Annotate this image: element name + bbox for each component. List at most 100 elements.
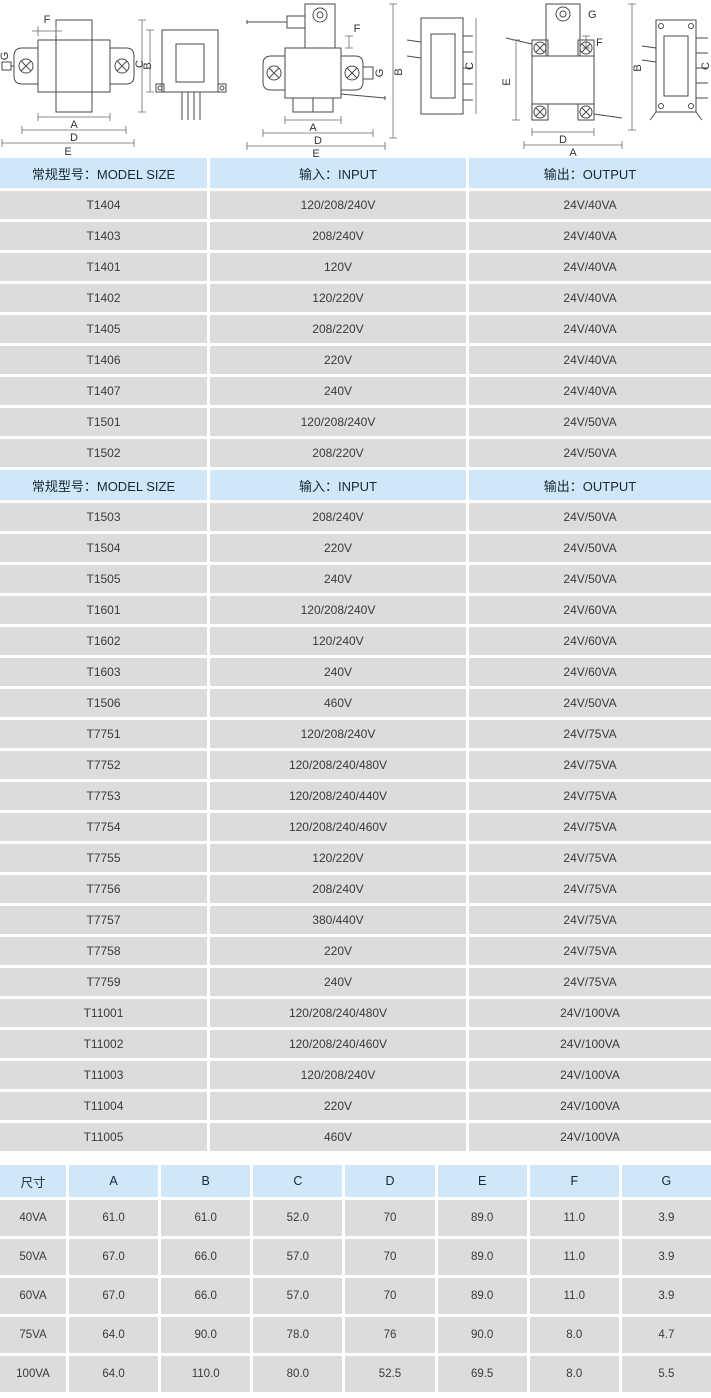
model-cell: T1502 [0, 439, 207, 467]
dim-label-f: F [596, 37, 603, 49]
dim-c-cell: 57.0 [253, 1239, 343, 1275]
model-table-row: T7751 120/208/240V 24V/75VA [0, 720, 711, 748]
output-cell: 24V/100VA [469, 999, 711, 1027]
dim-e-cell: 90.0 [437, 1317, 527, 1353]
dimension-table-header: 尺寸 A B C D E F G [0, 1165, 711, 1197]
dim-f-cell: 11.0 [529, 1278, 619, 1314]
model-table-row: T7759 240V 24V/75VA [0, 968, 711, 996]
model-cell: T11003 [0, 1061, 207, 1089]
dim-g-cell: 3.9 [621, 1200, 711, 1236]
dim-label-b: B [632, 64, 644, 71]
dim-label-c: C [464, 62, 476, 70]
output-cell: 24V/50VA [469, 408, 711, 436]
model-table-header-2: 常规型号：MODEL SIZE 输入：INPUT 输出：OUTPUT [0, 470, 711, 500]
dim-c-cell: 78.0 [253, 1317, 343, 1353]
output-cell: 24V/40VA [469, 253, 711, 281]
model-cell: T1403 [0, 222, 207, 250]
model-table-row: T11001 120/208/240/480V 24V/100VA [0, 999, 711, 1027]
dim-label-d: D [314, 135, 322, 147]
dim-label-c: C [134, 60, 146, 68]
model-table-row: T1406 220V 24V/40VA [0, 346, 711, 374]
input-cell: 208/240V [210, 222, 466, 250]
output-cell: 24V/40VA [469, 377, 711, 405]
output-cell: 24V/60VA [469, 627, 711, 655]
model-cell: T7751 [0, 720, 207, 748]
input-cell: 120/208/240V [210, 596, 466, 624]
model-cell: T1406 [0, 346, 207, 374]
model-cell: T7753 [0, 782, 207, 810]
dim-b-cell: 90.0 [161, 1317, 251, 1353]
input-cell: 120/208/240/480V [210, 999, 466, 1027]
dim-label-a: A [70, 119, 78, 131]
dim-b-cell: 110.0 [161, 1356, 251, 1392]
transformer-drawing-3: G F E B D A [501, 3, 711, 158]
dim-e-cell: 89.0 [437, 1278, 527, 1314]
output-cell: 24V/100VA [469, 1123, 711, 1151]
transformer-front-view-3: G F E B D A [501, 3, 644, 158]
transformer-side-view-1: C [134, 29, 227, 120]
dim-a-cell: 67.0 [69, 1278, 159, 1314]
output-cell: 24V/75VA [469, 906, 711, 934]
output-cell: 24V/100VA [469, 1092, 711, 1120]
size-cell: 75VA [0, 1317, 66, 1353]
input-cell: 220V [210, 346, 466, 374]
output-cell: 24V/50VA [469, 503, 711, 531]
dim-b-cell: 61.0 [161, 1200, 251, 1236]
output-cell: 24V/60VA [469, 596, 711, 624]
dim-d-cell: 52.5 [345, 1356, 435, 1392]
model-cell: T1602 [0, 627, 207, 655]
model-table-row: T1602 120/240V 24V/60VA [0, 627, 711, 655]
output-cell: 24V/60VA [469, 658, 711, 686]
model-table-row: T7758 220V 24V/75VA [0, 937, 711, 965]
model-table-row: T1401 120V 24V/40VA [0, 253, 711, 281]
dim-label-b: B [142, 62, 154, 69]
model-table-row: T1503 208/240V 24V/50VA [0, 503, 711, 531]
model-cell: T1501 [0, 408, 207, 436]
input-cell: 220V [210, 1092, 466, 1120]
dim-e-cell: 89.0 [437, 1200, 527, 1236]
input-cell: 220V [210, 937, 466, 965]
model-cell: T1503 [0, 503, 207, 531]
output-cell: 24V/75VA [469, 720, 711, 748]
dimension-table: 尺寸 A B C D E F G 40VA 61.0 61.0 52.0 70 … [0, 1165, 711, 1392]
dim-label-b: B [393, 68, 405, 75]
column-header-input: 输入：INPUT [210, 470, 466, 500]
input-cell: 240V [210, 658, 466, 686]
output-cell: 24V/40VA [469, 315, 711, 343]
input-cell: 240V [210, 968, 466, 996]
column-header-input: 输入：INPUT [210, 158, 466, 188]
model-cell: T7754 [0, 813, 207, 841]
column-header-e: E [437, 1165, 527, 1197]
model-cell: T1404 [0, 191, 207, 219]
model-table-row: T11002 120/208/240/460V 24V/100VA [0, 1030, 711, 1058]
dimension-table-body: 40VA 61.0 61.0 52.0 70 89.0 11.0 3.9 50V… [0, 1200, 711, 1392]
input-cell: 120/208/240V [210, 408, 466, 436]
output-cell: 24V/75VA [469, 937, 711, 965]
transformer-side-view-2: C [406, 17, 477, 115]
model-cell: T1601 [0, 596, 207, 624]
model-cell: T1504 [0, 534, 207, 562]
transformer-front-view-1: F G B A D E [0, 14, 154, 158]
model-cell: T11005 [0, 1123, 207, 1151]
column-header-output: 输出：OUTPUT [469, 158, 711, 188]
output-cell: 24V/50VA [469, 565, 711, 593]
output-cell: 24V/75VA [469, 813, 711, 841]
size-cell: 50VA [0, 1239, 66, 1275]
input-cell: 208/240V [210, 503, 466, 531]
model-table-row: T7754 120/208/240/460V 24V/75VA [0, 813, 711, 841]
dim-d-cell: 70 [345, 1200, 435, 1236]
input-cell: 120V [210, 253, 466, 281]
dim-f-cell: 11.0 [529, 1239, 619, 1275]
dim-f-cell: 8.0 [529, 1356, 619, 1392]
model-cell: T1405 [0, 315, 207, 343]
column-header-g: G [621, 1165, 711, 1197]
dim-label-c: C [700, 62, 711, 70]
model-table-row: T11004 220V 24V/100VA [0, 1092, 711, 1120]
input-cell: 240V [210, 565, 466, 593]
model-cell: T1506 [0, 689, 207, 717]
model-cell: T11004 [0, 1092, 207, 1120]
drawings-section: F G B A D E C [0, 0, 711, 158]
input-cell: 220V [210, 534, 466, 562]
model-cell: T7757 [0, 906, 207, 934]
dim-g-cell: 5.5 [621, 1356, 711, 1392]
